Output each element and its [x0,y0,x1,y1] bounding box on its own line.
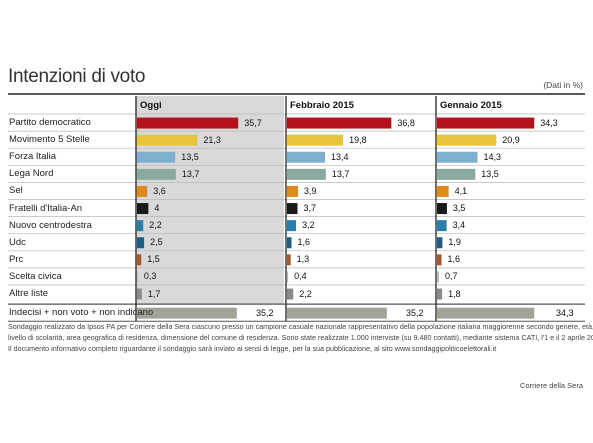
bar [287,237,292,249]
bar [437,151,478,163]
value-label: 20,9 [502,134,520,145]
row-label: Indecisi + non voto + non indicano [9,307,154,319]
value-label: 1,5 [147,254,160,265]
footnote-line-2: livello di scolarità, area geografica di… [8,333,593,342]
chart-title: Intenzioni di voto [8,66,146,87]
value-label: 4 [154,203,160,213]
bar [137,237,145,249]
column-header: Oggi [140,100,162,111]
bar [437,220,447,232]
bar [137,168,176,180]
footnote-line-3: Il documento informativo completo riguar… [8,344,497,353]
value-label: 35,7 [244,117,262,128]
bar [287,288,294,300]
bar [437,185,449,197]
row-label: Udc [9,236,26,248]
value-label: 1,8 [448,288,461,299]
value-label: 2,2 [299,288,312,299]
bar [437,307,535,319]
bar [287,254,291,266]
bar [287,168,326,180]
value-label: 0,7 [444,271,458,282]
bar [287,271,289,283]
top-divider [8,93,585,95]
value-label: 1,6 [447,254,461,265]
bar [437,168,476,180]
row-label: Scelta civica [9,270,62,282]
value-label: 4,1 [454,185,468,196]
value-label: 35,2 [406,307,424,318]
value-label: 2,5 [150,237,163,248]
column-header: Febbraio 2015 [290,100,354,111]
bar [287,151,325,163]
bar [287,117,392,129]
value-label: 1,3 [296,254,310,265]
value-label: 35,2 [256,307,274,318]
units-label: (Dati in %) [543,80,583,90]
bar [137,203,149,215]
column-header: Gennaio 2015 [440,100,502,111]
bar [437,203,447,215]
value-label: 14,3 [483,151,502,162]
bar [137,117,239,129]
value-label: 34,3 [540,117,558,128]
value-label: 13,5 [481,168,499,179]
value-label: 19,8 [349,134,367,145]
bar [437,117,535,129]
bar [287,185,299,197]
row-label: Nuovo centrodestra [9,219,92,231]
bar [287,203,298,215]
value-label: 3,9 [304,185,317,196]
value-label: 1,9 [448,237,461,248]
value-label: 13,7 [181,168,200,179]
value-label: 3,7 [303,203,316,213]
row-label: Altre liste [9,288,49,299]
row-label: Forza Italia [9,151,56,163]
source-credit: Corriere della Sera [520,381,583,390]
value-label: 3,2 [302,220,315,231]
footnote-line-1: Sondaggio realizzato da Ipsos PA per Cor… [8,322,593,331]
value-label: 0,4 [294,271,307,282]
current-column-shading [136,96,284,305]
bar [287,220,297,232]
bar [287,307,387,319]
row-label: Lega Nord [9,168,54,180]
bar [137,288,142,300]
bar [437,288,443,300]
value-label: 1,7 [147,288,161,299]
row-label: Fratelli d'Italia-An [9,202,83,214]
bar [137,271,138,283]
bar [137,151,176,163]
value-label: 13,5 [181,151,199,162]
value-label: 34,3 [556,307,574,318]
value-label: 2,2 [149,220,162,231]
value-label: 3,5 [452,203,466,213]
value-label: 13,4 [330,151,349,162]
bar [137,254,142,266]
value-label: 36,8 [397,117,415,128]
row-label: Sel [9,185,23,197]
bar [137,220,144,232]
value-label: 3,4 [452,220,466,231]
bar [437,254,442,266]
value-label: 21,3 [203,134,221,145]
bar [437,271,439,283]
row-label: Prc [9,253,24,265]
bar [137,134,198,146]
value-label: 13,7 [331,168,350,179]
value-label: 0,3 [143,271,157,282]
row-label: Partito democratico [9,117,91,128]
value-label: 1,6 [297,237,311,248]
bar [437,134,497,146]
row-label: Movimento 5 Stelle [9,134,90,146]
bar [137,307,237,319]
value-label: 3,6 [153,185,166,196]
bar [437,237,443,249]
bar [287,134,344,146]
bar [137,185,148,197]
